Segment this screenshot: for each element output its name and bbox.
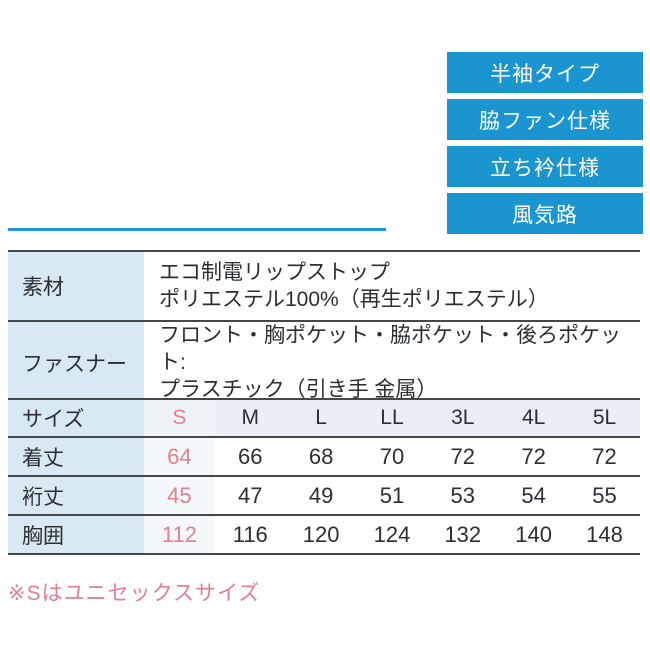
size-chart-header-row: サイズ S M L LL 3L 4L 5L (8, 398, 640, 438)
section-divider-line (8, 228, 386, 231)
material-spec-table: 素材 エコ制電リップストップ ポリエステル100%（再生ポリエステル） ファスナ… (8, 250, 640, 405)
cell-value: 72 (498, 436, 570, 477)
size-col-l: L (285, 398, 357, 438)
size-chart-table: サイズ S M L LL 3L 4L 5L 着丈 64 66 68 70 72 … (8, 398, 640, 555)
cell-value: 120 (285, 514, 357, 555)
size-col-s: S (144, 398, 215, 438)
size-chart-row-chest: 胸囲 112 116 120 124 132 140 148 (8, 514, 640, 555)
feature-badge-side-fan: 脇ファン仕様 (447, 99, 643, 140)
feature-badge-label: 脇ファン仕様 (479, 109, 611, 133)
feature-badge-short-sleeve: 半袖タイプ (447, 52, 643, 93)
material-line-1: エコ制電リップストップ (159, 261, 390, 284)
size-col-3l: 3L (427, 398, 499, 438)
cell-value: 70 (356, 436, 428, 477)
cell-value: 45 (144, 475, 215, 516)
row-label-chest: 胸囲 (8, 514, 144, 555)
material-line-2: ポリエステル100%（再生ポリエステル） (159, 288, 549, 311)
cell-value: 49 (285, 475, 357, 516)
cell-value: 68 (285, 436, 357, 477)
cell-value: 55 (569, 475, 640, 516)
feature-badge-air-path: 風気路 (447, 193, 643, 234)
row-label-material: 素材 (8, 250, 144, 322)
size-col-5l: 5L (569, 398, 640, 438)
cell-value: 72 (427, 436, 499, 477)
size-chart-row-sleeve-length: 裄丈 45 47 49 51 53 54 55 (8, 475, 640, 516)
cell-value: 66 (214, 436, 286, 477)
cell-value: 112 (144, 514, 215, 555)
size-col-ll: LL (356, 398, 428, 438)
cell-value: 132 (427, 514, 499, 555)
row-value-fastener: フロント・胸ポケット・脇ポケット・後ろポケット: プラスチック（引き手 金属） (144, 320, 640, 405)
row-label-sleeve-length: 裄丈 (8, 475, 144, 516)
row-label-body-length: 着丈 (8, 436, 144, 477)
cell-value: 72 (569, 436, 640, 477)
feature-badge-label: 風気路 (512, 203, 578, 227)
cell-value: 140 (498, 514, 570, 555)
size-col-4l: 4L (498, 398, 570, 438)
table-row-fastener: ファスナー フロント・胸ポケット・脇ポケット・後ろポケット: プラスチック（引き… (8, 320, 640, 405)
cell-value: 64 (144, 436, 215, 477)
cell-value: 51 (356, 475, 428, 516)
feature-badge-stand-collar: 立ち衿仕様 (447, 146, 643, 187)
feature-badge-list: 半袖タイプ 脇ファン仕様 立ち衿仕様 風気路 (447, 52, 643, 234)
feature-badge-label: 半袖タイプ (490, 62, 600, 86)
cell-value: 124 (356, 514, 428, 555)
footnote-unisex-note: ※Sはユニセックスサイズ (8, 582, 261, 605)
feature-badge-label: 立ち衿仕様 (490, 156, 600, 180)
fastener-line-2: プラスチック（引き手 金属） (159, 378, 438, 401)
fastener-line-1: フロント・胸ポケット・脇ポケット・後ろポケット: (159, 324, 621, 374)
cell-value: 53 (427, 475, 499, 516)
size-col-m: M (214, 398, 286, 438)
row-label-fastener: ファスナー (8, 320, 144, 405)
cell-value: 148 (569, 514, 640, 555)
cell-value: 47 (214, 475, 286, 516)
size-chart-row-body-length: 着丈 64 66 68 70 72 72 72 (8, 436, 640, 477)
header-label-size: サイズ (8, 398, 144, 438)
table-row-material: 素材 エコ制電リップストップ ポリエステル100%（再生ポリエステル） (8, 250, 640, 322)
cell-value: 116 (214, 514, 286, 555)
cell-value: 54 (498, 475, 570, 516)
row-value-material: エコ制電リップストップ ポリエステル100%（再生ポリエステル） (144, 250, 640, 322)
